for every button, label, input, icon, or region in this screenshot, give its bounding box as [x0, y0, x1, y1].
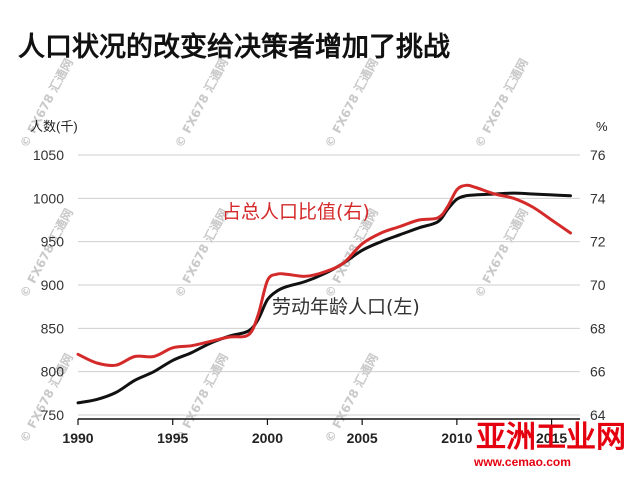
watermark-text: © FX678 汇通网 — [471, 206, 531, 300]
ratio-series-label: 占总人口比值(右) — [222, 201, 370, 223]
left-tick-label: 1000 — [33, 190, 64, 206]
gridlines — [78, 154, 580, 416]
right-tick-label: 74 — [590, 190, 606, 206]
right-tick-label: 64 — [590, 407, 606, 423]
watermark-text: © FX678 汇通网 — [321, 56, 381, 150]
series-layer — [76, 183, 572, 405]
ratio-series-line — [76, 183, 572, 368]
watermark-layer: © FX678 汇通网 © FX678 汇通网 © FX678 汇通网 © FX678… — [16, 56, 531, 445]
brand-url: www.cemao.com — [473, 455, 571, 469]
left-axis-ticks: 1050 1000 950 900 850 800 750 — [33, 147, 64, 423]
x-tick-label: 2010 — [441, 430, 472, 446]
x-tick-label: 2005 — [347, 430, 378, 446]
working-age-series-label: 劳动年龄人口(左) — [272, 296, 420, 318]
right-axis-unit: % — [596, 119, 608, 134]
chart-title: 人口状况的改变给决策者增加了挑战 — [18, 31, 450, 63]
right-tick-label: 70 — [590, 277, 606, 293]
left-tick-label: 900 — [41, 277, 65, 293]
x-tick-label: 1990 — [62, 430, 93, 446]
watermark-text: © FX678 汇通网 — [16, 56, 76, 150]
x-tick-label: 2015 — [536, 430, 567, 446]
working-age-series-line — [76, 191, 572, 405]
watermark-text: © FX678 汇通网 — [471, 56, 531, 150]
right-tick-label: 76 — [590, 147, 606, 163]
left-tick-label: 750 — [41, 407, 65, 423]
brand-logo: 亚洲工业网 www.cemao.com — [473, 420, 626, 469]
right-tick-label: 72 — [590, 234, 606, 250]
left-tick-label: 800 — [41, 364, 65, 380]
left-tick-label: 1050 — [33, 147, 64, 163]
left-axis-unit: 人数(千) — [30, 119, 78, 134]
right-tick-label: 68 — [590, 320, 606, 336]
brand-name: 亚洲工业网 — [476, 420, 626, 455]
left-tick-label: 950 — [41, 234, 65, 250]
x-tick-label: 2000 — [252, 430, 283, 446]
left-tick-label: 850 — [41, 320, 65, 336]
x-tick-label: 1995 — [157, 430, 188, 446]
right-tick-label: 66 — [590, 364, 606, 380]
watermark-text: © FX678 汇通网 — [171, 56, 231, 150]
right-axis-ticks: 76 74 72 70 68 66 64 — [590, 147, 606, 423]
x-axis: 1990 1995 2000 2005 2010 2015 — [62, 418, 580, 446]
